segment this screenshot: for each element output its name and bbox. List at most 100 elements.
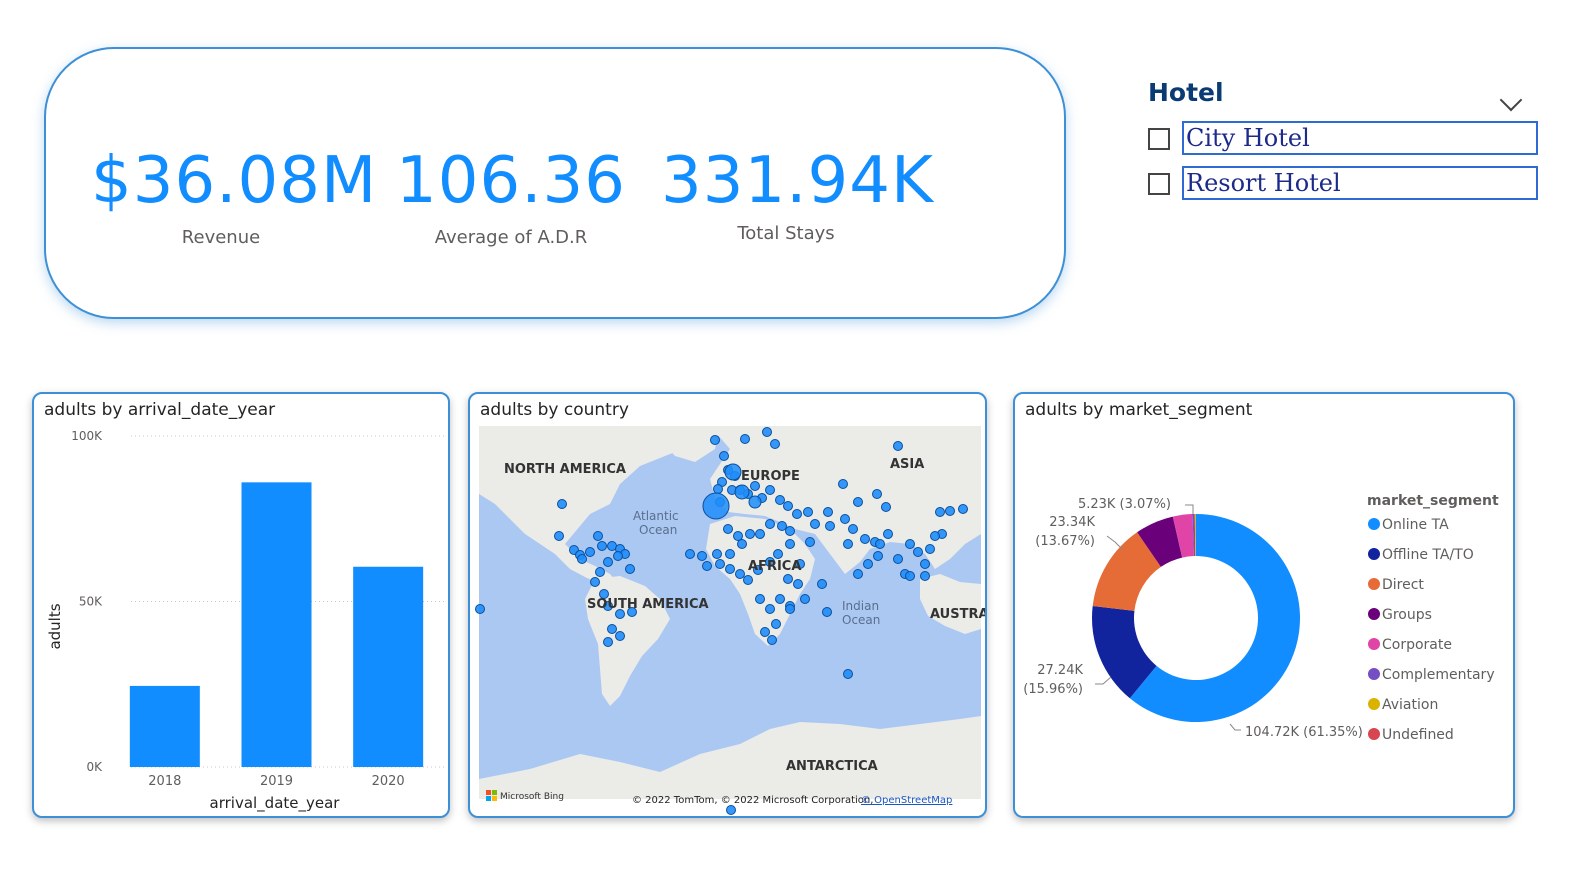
world-map[interactable]: NORTH AMERICA EUROPE ASIA Atlantic Ocean… [470,394,985,816]
country-bubble[interactable] [593,531,603,541]
country-bubble-large[interactable] [702,492,730,520]
country-bubble[interactable] [585,547,595,557]
country-bubble[interactable] [577,554,587,564]
legend-item[interactable]: Complementary [1382,667,1495,683]
country-bubble[interactable] [840,514,850,524]
country-bubble[interactable] [767,635,777,645]
country-bubble[interactable] [920,559,930,569]
country-bubble[interactable] [765,519,775,529]
country-bubble[interactable] [725,564,735,574]
country-bubble[interactable] [783,574,793,584]
slice-complementary[interactable] [1192,514,1196,557]
country-bubble[interactable] [805,537,815,547]
country-bubble[interactable] [803,507,813,517]
country-bubble[interactable] [697,551,707,561]
country-bubble[interactable] [603,601,613,611]
country-bubble[interactable] [863,559,873,569]
legend-item[interactable]: Undefined [1382,727,1454,743]
bar-chart-panel[interactable]: adults by arrival_date_year 0K 50K 100K 201… [32,392,450,818]
country-bubble[interactable] [905,571,915,581]
country-bubble[interactable] [825,521,835,531]
country-bubble[interactable] [775,495,785,505]
country-bubble[interactable] [785,539,795,549]
country-bubble[interactable] [881,502,891,512]
country-bubble[interactable] [765,557,775,567]
country-bubble[interactable] [613,551,623,561]
legend-item[interactable]: Aviation [1382,697,1438,713]
country-bubble[interactable] [590,577,600,587]
legend-item[interactable]: Groups [1382,607,1432,623]
country-bubble[interactable] [935,507,945,517]
country-bubble[interactable] [873,551,883,561]
country-bubble[interactable] [599,589,609,599]
country-bubble[interactable] [775,594,785,604]
country-bubble[interactable] [597,541,607,551]
country-bubble[interactable] [783,501,793,511]
slicer-item-resort-hotel[interactable]: Resort Hotel [1148,166,1540,202]
country-bubble[interactable] [595,567,605,577]
country-bubble[interactable] [793,579,803,589]
country-bubble[interactable] [838,479,848,489]
checkbox-city-hotel[interactable] [1148,128,1170,150]
country-bubble[interactable] [725,549,735,559]
donut-panel[interactable]: adults by market_segment 104.72K (61.35%… [1013,392,1515,818]
country-bubble[interactable] [771,619,781,629]
country-bubble[interactable] [702,561,712,571]
slicer-item-label[interactable]: Resort Hotel [1182,166,1538,200]
country-bubble[interactable] [557,499,567,509]
country-bubble[interactable] [625,564,635,574]
country-bubble[interactable] [848,524,858,534]
country-bubble[interactable] [770,439,780,449]
country-bubble[interactable] [750,481,760,491]
country-bubble[interactable] [753,565,763,575]
legend-item[interactable]: Direct [1382,577,1424,593]
country-bubble[interactable] [475,604,485,614]
country-bubble[interactable] [860,534,870,544]
country-bubble[interactable] [735,569,745,579]
slice-online-ta[interactable] [1129,514,1300,722]
country-bubble[interactable] [765,604,775,614]
country-bubble[interactable] [603,557,613,567]
country-bubble[interactable] [726,805,736,815]
country-bubble[interactable] [930,531,940,541]
country-bubble[interactable] [893,441,903,451]
country-bubble[interactable] [785,526,795,536]
slice-aviation[interactable] [1194,514,1196,557]
country-bubble[interactable] [893,554,903,564]
checkbox-resort-hotel[interactable] [1148,173,1170,195]
country-bubble[interactable] [760,627,770,637]
country-bubble[interactable] [733,531,743,541]
country-bubble[interactable] [737,539,747,549]
country-bubble[interactable] [853,569,863,579]
slice-corporate[interactable] [1172,514,1194,558]
country-bubble[interactable] [920,571,930,581]
country-bubble[interactable] [740,434,750,444]
country-bubble[interactable] [792,509,802,519]
country-bubble[interactable] [685,549,695,559]
country-bubble[interactable] [817,579,827,589]
country-bubble[interactable] [810,519,820,529]
country-bubble[interactable] [710,435,720,445]
country-bubble[interactable] [765,485,775,495]
country-bubble-large[interactable] [734,484,750,500]
country-bubble[interactable] [785,604,795,614]
country-bubble[interactable] [603,637,613,647]
country-bubble[interactable] [773,549,783,559]
country-bubble[interactable] [554,531,564,541]
slicer-item-label[interactable]: City Hotel [1182,121,1538,155]
osm-link[interactable]: © OpenStreetMap [861,795,952,806]
country-bubble[interactable] [843,539,853,549]
country-bubble[interactable] [719,451,729,461]
country-bubble[interactable] [743,575,753,585]
country-bubble[interactable] [723,524,733,534]
country-bubble[interactable] [762,427,772,437]
country-bubble[interactable] [713,484,723,494]
country-bubbles[interactable] [475,427,968,815]
country-bubble[interactable] [872,489,882,499]
slicer-item-city-hotel[interactable]: City Hotel [1148,121,1540,157]
country-bubble[interactable] [875,539,885,549]
country-bubble[interactable] [607,624,617,634]
country-bubble[interactable] [615,631,625,641]
country-bubble[interactable] [615,609,625,619]
country-bubble[interactable] [958,504,968,514]
